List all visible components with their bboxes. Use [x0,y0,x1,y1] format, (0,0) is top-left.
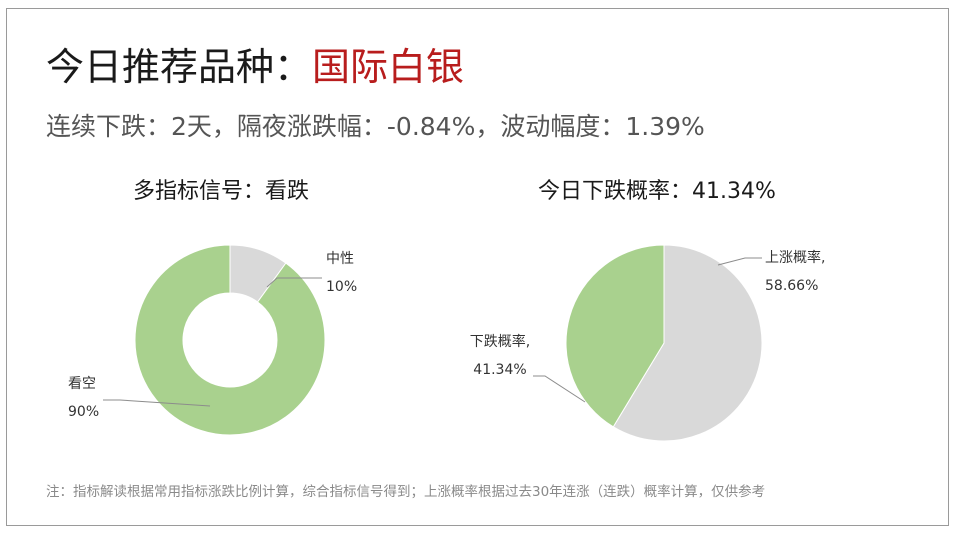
donut-slice-1 [134,244,326,436]
slide-frame [6,8,949,526]
pie-category-label-0: 上涨概率, [765,249,825,266]
pie-leader-line-1 [533,375,586,403]
pie-category-label-1: 下跌概率, [470,333,530,350]
pie-leader-line-0 [717,257,762,266]
page-subtitle: 连续下跌：2天，隔夜涨跌幅：-0.84%，波动幅度：1.39% [46,112,705,141]
pie-chart: 上涨概率, 58.66% 下跌概率, 41.34% [470,244,825,442]
title-highlight: 国际白银 [312,45,465,89]
pie-slice-0 [612,244,763,442]
footnote: 注：指标解读根据常用指标涨跌比例计算，综合指标信号得到；上涨概率根据过去30年连… [46,484,766,500]
donut-leader-line-1 [103,399,211,407]
donut-value-label-0: 10% [326,279,357,295]
donut-value-label-1: 90% [68,404,99,420]
pie-chart-title: 今日下跌概率：41.34% [538,179,776,204]
donut-category-label-0: 中性 [326,251,354,267]
donut-category-label-1: 看空 [68,376,96,392]
pie-slice-1 [565,244,665,428]
pie-value-label-1: 41.34% [473,362,526,378]
donut-chart: 中性 10% 看空 90% [68,244,357,436]
donut-leader-line-0 [266,277,322,288]
page-title: 今日推荐品种：国际白银 [46,36,464,91]
pie-value-label-0: 58.66% [765,278,818,294]
donut-chart-title: 多指标信号：看跌 [133,179,310,204]
title-prefix: 今日推荐品种： [46,45,313,89]
